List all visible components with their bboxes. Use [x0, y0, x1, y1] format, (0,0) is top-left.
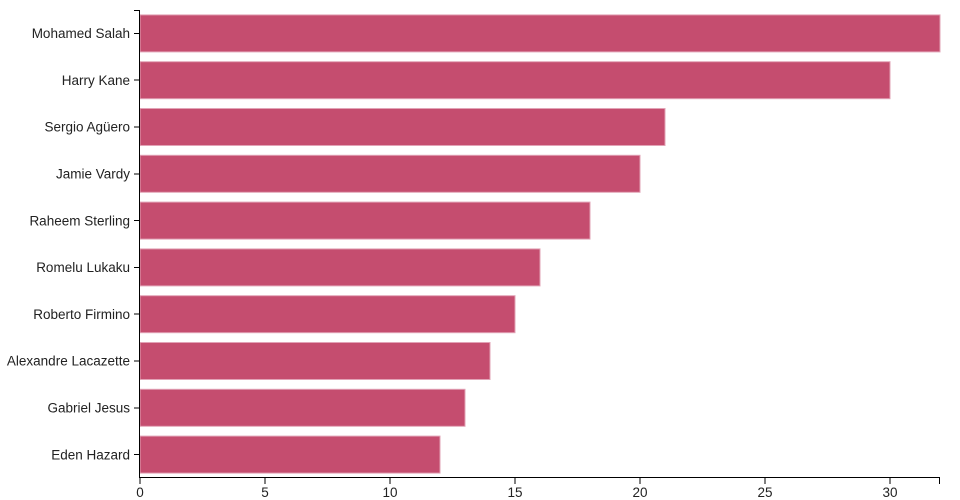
x-tick-label: 15: [507, 485, 522, 500]
bar: [139, 61, 891, 100]
x-tick-label: 10: [382, 485, 397, 500]
x-tick-label: 0: [136, 485, 144, 500]
y-tick-label: Harry Kane: [62, 73, 130, 88]
x-axis-line: [139, 477, 940, 484]
y-tick-label: Raheem Sterling: [29, 213, 130, 228]
y-tick-label: Sergio Agüero: [44, 120, 130, 135]
bar: [139, 295, 516, 334]
bar: [139, 342, 491, 380]
bar: [139, 154, 641, 193]
bar: [139, 201, 591, 240]
bar: [139, 248, 541, 287]
bar: [139, 388, 466, 427]
y-tick-label: Roberto Firmino: [33, 307, 130, 322]
bar: [139, 435, 441, 474]
bar: [139, 14, 941, 53]
y-tick-label: Mohamed Salah: [32, 26, 130, 41]
y-axis-line: [134, 10, 140, 478]
x-tick-label: 25: [757, 485, 772, 500]
y-tick-label: Eden Hazard: [51, 447, 130, 462]
x-tick-label: 5: [261, 485, 269, 500]
y-tick-label: Romelu Lukaku: [36, 260, 130, 275]
y-tick-label: Gabriel Jesus: [47, 401, 130, 416]
x-tick-label: 30: [882, 485, 897, 500]
bar: [139, 108, 666, 146]
y-tick-label: Jamie Vardy: [56, 167, 130, 182]
x-tick-label: 20: [632, 485, 647, 500]
y-tick-label: Alexandre Lacazette: [7, 354, 130, 369]
